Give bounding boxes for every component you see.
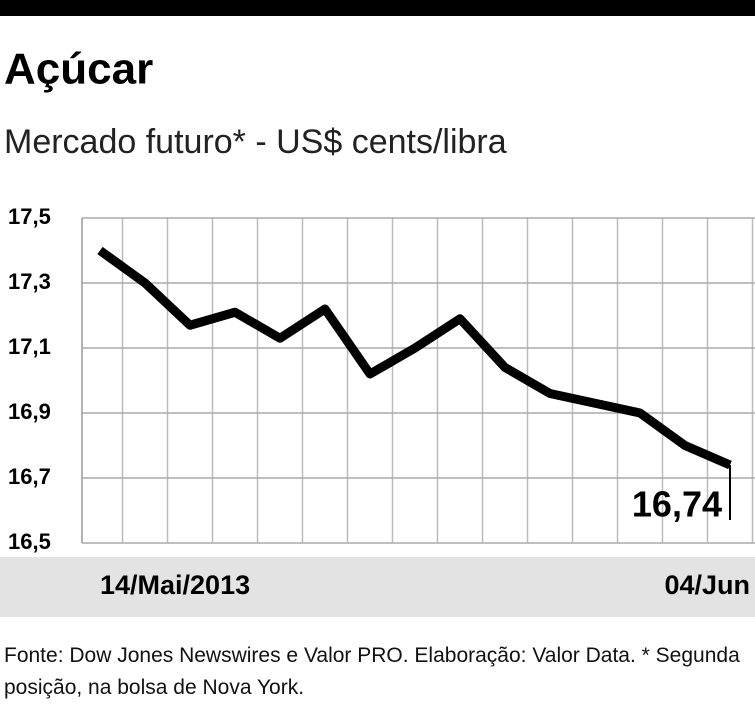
x-tick-label: 14/Mai/2013 [100, 570, 250, 600]
top-bar [0, 0, 755, 16]
y-tick-label: 17,5 [8, 204, 51, 229]
y-tick-label: 16,5 [8, 529, 51, 554]
line [97, 246, 732, 470]
chart-title: Açúcar [4, 45, 153, 94]
source-note: Fonte: Dow Jones Newswires e Valor PRO. … [4, 644, 740, 699]
chart-subtitle: Mercado futuro* - US$ cents/libra [4, 123, 507, 161]
y-tick-label: 17,3 [8, 269, 51, 294]
y-tick-label: 17,1 [8, 334, 51, 359]
x-tick-label: 04/Jun [664, 570, 750, 600]
y-tick-label: 16,9 [8, 399, 51, 424]
x-axis-band [0, 557, 755, 617]
y-tick-label: 16,7 [8, 464, 51, 489]
chart: Açúcar Mercado futuro* - US$ cents/libra… [0, 0, 755, 617]
data-label: 16,74 [632, 484, 722, 525]
